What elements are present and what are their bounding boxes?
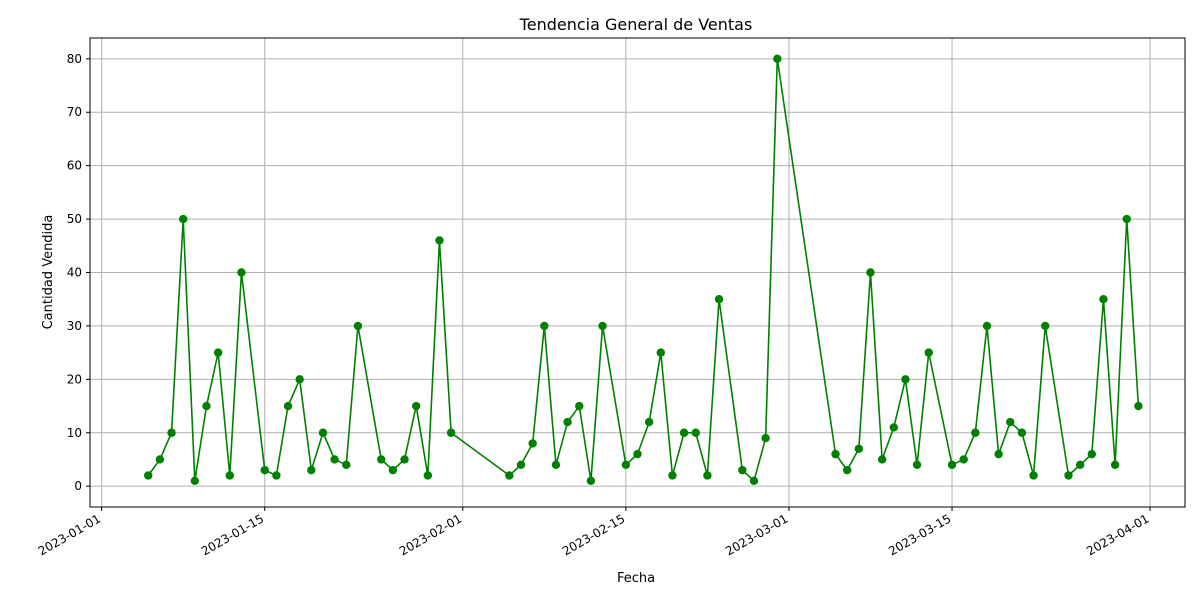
- data-point: [842, 465, 852, 475]
- y-tick-label: 50: [67, 212, 82, 226]
- data-point: [353, 321, 363, 331]
- y-tick-label: 40: [67, 266, 82, 280]
- data-point: [237, 268, 246, 277]
- chart-title: Tendencia General de Ventas: [519, 15, 753, 34]
- x-axis-ticks: 2023-01-01 2023-01-15 2023-02-01 2023-02-15…: [36, 507, 1152, 558]
- y-axis-label: Cantidad Vendida: [41, 215, 56, 330]
- data-point: [773, 54, 782, 64]
- data-point: [563, 417, 572, 427]
- data-point: [283, 401, 293, 411]
- data-point: [295, 375, 304, 384]
- data-point: [866, 268, 875, 277]
- x-tick-label: 2023-02-01: [397, 511, 464, 558]
- series-layer: [144, 54, 1143, 486]
- data-point: [1064, 471, 1073, 480]
- series-line: [147, 58, 1140, 482]
- y-tick-label: 60: [67, 159, 82, 173]
- x-tick-label: 2023-01-15: [199, 511, 266, 558]
- y-axis-ticks: 0 10 20 30 40 50 60 70 80: [67, 52, 90, 493]
- data-point: [1075, 460, 1085, 469]
- data-point: [307, 465, 316, 475]
- data-point: [423, 471, 433, 480]
- data-point: [446, 428, 456, 437]
- data-point: [400, 455, 409, 464]
- data-point: [225, 471, 234, 480]
- data-point: [1041, 321, 1050, 331]
- data-point: [318, 428, 328, 437]
- data-point: [703, 471, 712, 480]
- data-point: [377, 455, 386, 464]
- data-point: [749, 476, 759, 486]
- y-tick-label: 80: [67, 52, 82, 66]
- data-point: [982, 321, 992, 331]
- data-point: [388, 465, 398, 475]
- data-point: [854, 444, 864, 453]
- data-point: [994, 449, 1003, 459]
- data-point: [272, 471, 281, 480]
- data-point: [190, 476, 200, 486]
- data-point: [330, 455, 339, 464]
- x-tick-label: 2023-03-01: [723, 511, 790, 558]
- data-point: [540, 321, 549, 331]
- data-point: [621, 460, 631, 469]
- data-point: [155, 455, 165, 464]
- x-axis-label: Fecha: [617, 571, 655, 586]
- y-tick-label: 30: [67, 319, 82, 333]
- data-point: [411, 401, 421, 411]
- data-point: [761, 433, 770, 443]
- data-point: [435, 236, 444, 245]
- data-point: [924, 348, 933, 357]
- data-point: [167, 428, 176, 437]
- data-point: [679, 428, 689, 437]
- data-point: [202, 401, 211, 411]
- data-point: [877, 455, 887, 464]
- data-point: [947, 460, 957, 469]
- data-point: [598, 321, 607, 331]
- data-point: [691, 428, 700, 437]
- data-point: [714, 295, 724, 304]
- data-point: [1017, 428, 1027, 437]
- y-tick-label: 70: [67, 105, 82, 119]
- data-point: [1006, 417, 1015, 427]
- data-point: [738, 465, 747, 475]
- data-point: [644, 417, 654, 427]
- data-point: [901, 375, 910, 384]
- data-point: [1087, 449, 1097, 459]
- data-point: [959, 455, 968, 464]
- y-tick-label: 0: [74, 479, 82, 493]
- data-point: [505, 471, 514, 480]
- data-point: [342, 460, 351, 469]
- x-tick-label: 2023-03-15: [886, 511, 953, 558]
- y-tick-label: 20: [67, 372, 82, 386]
- x-tick-label: 2023-04-01: [1084, 511, 1151, 558]
- data-point: [971, 428, 980, 437]
- data-point: [260, 465, 269, 475]
- data-point: [656, 348, 665, 357]
- data-point: [144, 471, 153, 480]
- data-point: [889, 423, 898, 432]
- data-point: [1134, 401, 1143, 411]
- data-point: [1099, 295, 1108, 304]
- grid: [90, 38, 1185, 507]
- data-point: [586, 476, 596, 486]
- data-point: [1122, 214, 1131, 224]
- data-point: [528, 439, 537, 448]
- x-tick-label: 2023-01-01: [36, 511, 103, 558]
- y-tick-label: 10: [67, 426, 82, 440]
- data-point: [213, 348, 223, 357]
- x-tick-label: 2023-02-15: [560, 511, 627, 558]
- data-point: [1029, 471, 1038, 480]
- data-point: [668, 471, 677, 480]
- data-point: [912, 460, 922, 469]
- data-point: [575, 401, 584, 411]
- data-point: [551, 460, 561, 469]
- data-point: [516, 460, 526, 469]
- data-point: [633, 449, 642, 459]
- data-point: [178, 214, 188, 224]
- data-point: [1110, 460, 1120, 469]
- data-point: [831, 449, 840, 459]
